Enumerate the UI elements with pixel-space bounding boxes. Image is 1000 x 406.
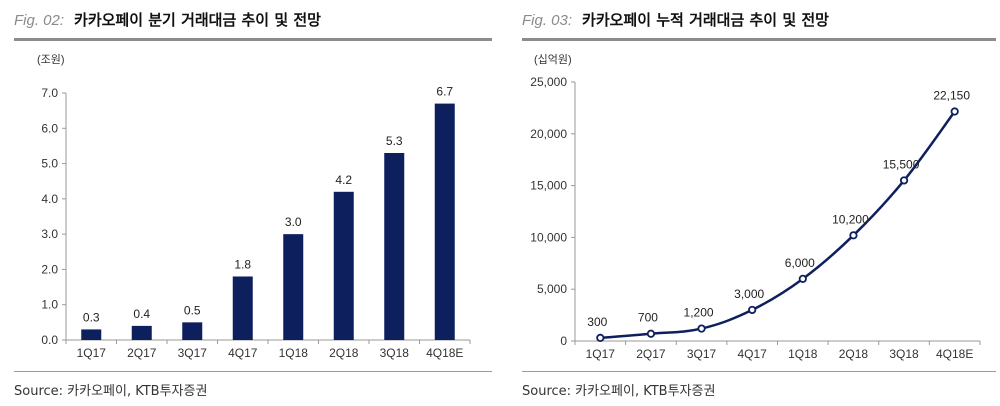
bar — [283, 234, 304, 340]
x-tick-label: 1Q17 — [77, 346, 107, 360]
figure-number: Fig. 02: — [14, 12, 65, 29]
y-tick-label: 2.0 — [41, 262, 58, 276]
x-tick-label: 4Q17 — [228, 346, 258, 360]
y-tick-label: 3.0 — [41, 227, 58, 241]
bar-chart: (조원) 0.0 1.0 2.0 3.0 4.0 5.0 6.0 7.0 0.3 1Q17 0.4 2Q… — [37, 53, 471, 360]
x-tick-label: 3Q17 — [178, 346, 208, 360]
data-label: 4.2 — [335, 173, 352, 187]
data-point — [697, 324, 706, 333]
data-label: 700 — [638, 311, 658, 325]
line-chart-panel: Fig. 03: 카카오페이 누적 거래대금 추이 및 전망 (십억원) 0 5,00… — [518, 0, 1000, 406]
data-label: 15,500 — [883, 157, 920, 171]
y-axis-unit: (조원) — [37, 53, 65, 66]
figure-number: Fig. 03: — [522, 12, 573, 29]
y-tick-label: 0 — [560, 334, 567, 348]
y-axis-unit: (십억원) — [534, 53, 572, 66]
bar — [131, 325, 152, 340]
x-tick-label: 3Q17 — [687, 347, 717, 361]
series-line — [600, 110, 956, 340]
y-tick-label: 25,000 — [530, 75, 567, 89]
x-tick-label: 2Q17 — [636, 347, 666, 361]
y-tick-label: 10,000 — [530, 230, 567, 244]
x-tick-label: 4Q17 — [738, 347, 768, 361]
x-tick-label: 3Q18 — [889, 347, 919, 361]
x-tick-label: 1Q18 — [788, 347, 818, 361]
title-rule — [522, 38, 996, 41]
data-point — [950, 107, 959, 116]
data-label: 6.7 — [436, 85, 453, 99]
chart-title: Fig. 03: 카카오페이 누적 거래대금 추이 및 전망 — [522, 9, 829, 30]
x-tick-label: 1Q17 — [586, 347, 616, 361]
y-tick-label: 20,000 — [530, 127, 567, 141]
bar — [182, 322, 203, 340]
data-label: 0.4 — [133, 307, 150, 321]
data-label: 22,150 — [933, 89, 970, 103]
y-tick-label: 1.0 — [41, 298, 58, 312]
data-point — [596, 333, 605, 342]
data-label: 5.3 — [386, 134, 403, 148]
x-tick-label: 4Q18E — [426, 346, 463, 360]
title-rule — [14, 38, 492, 41]
chart-title-text: 카카오페이 분기 거래대금 추이 및 전망 — [74, 11, 321, 29]
bar — [384, 152, 405, 340]
data-label: 300 — [587, 315, 607, 329]
y-tick-label: 6.0 — [41, 121, 58, 135]
source-note: Source: 카카오페이, KTB투자증권 — [522, 384, 716, 399]
bar — [333, 191, 354, 340]
data-label: 0.5 — [184, 303, 201, 317]
data-point — [899, 176, 909, 185]
x-tick-label: 3Q18 — [380, 346, 410, 360]
bar — [81, 329, 102, 340]
source-note: Source: 카카오페이, KTB투자증권 — [14, 384, 208, 399]
x-tick-label: 2Q18 — [329, 346, 359, 360]
data-label: 3,000 — [734, 287, 764, 301]
data-label: 0.3 — [83, 310, 100, 324]
y-tick-label: 5.0 — [41, 157, 58, 171]
data-point — [798, 274, 807, 283]
bar — [232, 276, 253, 340]
data-label: 10,200 — [832, 212, 869, 226]
data-point — [646, 329, 656, 338]
chart-title: Fig. 02: 카카오페이 분기 거래대금 추이 및 전망 — [14, 9, 321, 30]
source-rule — [14, 371, 492, 372]
line-chart: (십억원) 0 5,000 10,000 15,000 20,000 25,000 300 1Q… — [530, 53, 981, 361]
data-label: 1.8 — [234, 257, 251, 271]
data-label: 3.0 — [285, 215, 302, 229]
y-tick-label: 15,000 — [530, 179, 567, 193]
bar-chart-panel: Fig. 02: 카카오페이 분기 거래대금 추이 및 전망 (조원) 0.0 1.0… — [14, 9, 492, 399]
bar — [434, 103, 455, 340]
data-label: 6,000 — [785, 256, 815, 270]
x-tick-label: 2Q18 — [839, 347, 869, 361]
y-tick-label: 7.0 — [41, 86, 58, 100]
y-tick-label: 4.0 — [41, 192, 58, 206]
data-label: 1,200 — [684, 306, 714, 320]
x-tick-label: 2Q17 — [127, 346, 157, 360]
y-tick-label: 0.0 — [41, 333, 58, 347]
data-point — [748, 305, 757, 315]
x-tick-label: 4Q18E — [936, 347, 973, 361]
x-tick-label: 1Q18 — [279, 346, 309, 360]
y-tick-label: 5,000 — [537, 282, 567, 296]
chart-title-text: 카카오페이 누적 거래대금 추이 및 전망 — [582, 11, 829, 29]
source-rule — [522, 371, 996, 372]
data-point — [849, 231, 858, 240]
